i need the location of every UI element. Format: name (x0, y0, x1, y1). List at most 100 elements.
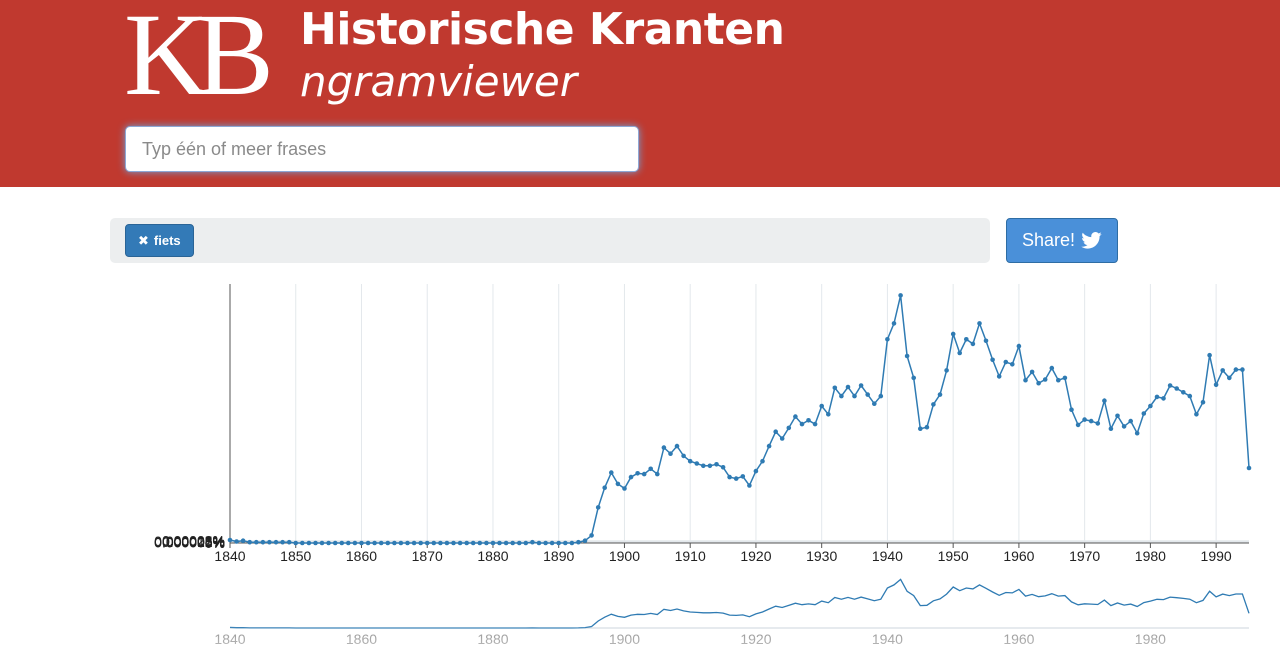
data-point[interactable] (911, 375, 916, 381)
data-point[interactable] (484, 540, 489, 546)
data-point[interactable] (668, 451, 673, 457)
data-point[interactable] (826, 412, 831, 417)
data-point[interactable] (1167, 383, 1173, 388)
data-point[interactable] (747, 483, 752, 488)
data-point[interactable] (477, 540, 483, 546)
data-point[interactable] (1003, 359, 1009, 365)
data-point[interactable] (536, 540, 542, 546)
data-point[interactable] (924, 424, 930, 430)
data-point[interactable] (753, 468, 759, 474)
data-point[interactable] (240, 538, 246, 543)
data-point[interactable] (602, 485, 607, 491)
data-point[interactable] (457, 540, 463, 546)
data-point[interactable] (1240, 367, 1245, 372)
data-point[interactable] (648, 466, 653, 472)
data-point[interactable] (438, 540, 443, 546)
data-point[interactable] (497, 540, 502, 546)
data-point[interactable] (1023, 377, 1028, 383)
data-point[interactable] (898, 293, 903, 298)
data-point[interactable] (1134, 430, 1140, 436)
data-point[interactable] (523, 540, 529, 546)
data-point[interactable] (983, 338, 989, 344)
data-point[interactable] (530, 539, 535, 545)
data-point[interactable] (300, 540, 305, 546)
data-point[interactable] (996, 374, 1002, 379)
data-point[interactable] (872, 401, 877, 407)
data-point[interactable] (1108, 426, 1114, 432)
data-point[interactable] (655, 471, 660, 477)
data-point[interactable] (720, 465, 726, 470)
data-point[interactable] (359, 540, 364, 546)
data-point[interactable] (832, 385, 838, 391)
close-x-icon[interactable]: ✖ (138, 232, 149, 248)
data-point[interactable] (786, 425, 792, 431)
data-point[interactable] (885, 337, 890, 342)
data-point[interactable] (569, 540, 575, 546)
data-point[interactable] (779, 436, 785, 441)
data-point[interactable] (556, 540, 561, 546)
data-point[interactable] (694, 461, 700, 466)
data-point[interactable] (609, 470, 614, 475)
data-point[interactable] (411, 540, 417, 546)
data-point[interactable] (878, 393, 884, 399)
data-point[interactable] (503, 540, 509, 546)
data-point[interactable] (1200, 399, 1206, 405)
data-point[interactable] (464, 540, 470, 546)
data-point[interactable] (431, 540, 437, 546)
data-point[interactable] (247, 539, 252, 545)
data-point[interactable] (1213, 382, 1219, 388)
phrase-search-input[interactable] (125, 126, 639, 172)
data-point[interactable] (1088, 418, 1094, 424)
data-point[interactable] (733, 476, 739, 481)
data-point[interactable] (806, 418, 811, 423)
data-point[interactable] (687, 458, 693, 464)
data-point[interactable] (280, 539, 285, 545)
data-point[interactable] (1062, 375, 1068, 381)
data-point[interactable] (306, 540, 312, 546)
data-point[interactable] (1187, 393, 1193, 399)
data-point[interactable] (346, 540, 351, 546)
data-point[interactable] (681, 453, 686, 459)
data-point[interactable] (931, 402, 936, 407)
data-point[interactable] (766, 443, 772, 449)
data-point[interactable] (1220, 368, 1225, 373)
data-point[interactable] (1075, 422, 1081, 428)
data-point[interactable] (1115, 413, 1120, 419)
data-point[interactable] (628, 474, 634, 480)
data-point[interactable] (852, 393, 857, 399)
data-point[interactable] (1042, 377, 1048, 382)
data-point[interactable] (490, 540, 496, 546)
data-point[interactable] (405, 540, 410, 546)
data-point[interactable] (714, 462, 719, 467)
data-point[interactable] (858, 383, 864, 388)
data-point[interactable] (1010, 362, 1015, 367)
kb-logo[interactable]: KB (124, 0, 274, 120)
data-point[interactable] (622, 486, 627, 491)
data-point[interactable] (365, 540, 371, 546)
data-point[interactable] (615, 481, 621, 487)
data-point[interactable] (392, 540, 397, 546)
data-point[interactable] (990, 357, 995, 363)
data-point[interactable] (227, 537, 233, 543)
data-point[interactable] (641, 471, 647, 477)
data-point[interactable] (1207, 352, 1212, 358)
data-point[interactable] (1102, 398, 1107, 404)
overview-line[interactable] (229, 578, 1250, 629)
data-point[interactable] (799, 421, 805, 427)
data-point[interactable] (418, 540, 424, 546)
data-point[interactable] (812, 421, 818, 427)
data-point[interactable] (1174, 386, 1179, 391)
data-point[interactable] (1036, 380, 1041, 386)
data-point[interactable] (1194, 412, 1199, 417)
data-point[interactable] (1128, 418, 1133, 424)
data-point[interactable] (1154, 394, 1160, 400)
data-point[interactable] (332, 540, 338, 546)
data-point[interactable] (352, 540, 358, 546)
data-point[interactable] (424, 540, 430, 546)
term-bar[interactable]: ✖ fiets (110, 218, 990, 263)
data-point[interactable] (635, 471, 640, 476)
data-point[interactable] (918, 426, 923, 432)
data-point[interactable] (740, 474, 746, 479)
data-point[interactable] (674, 443, 680, 449)
data-point[interactable] (773, 429, 778, 435)
